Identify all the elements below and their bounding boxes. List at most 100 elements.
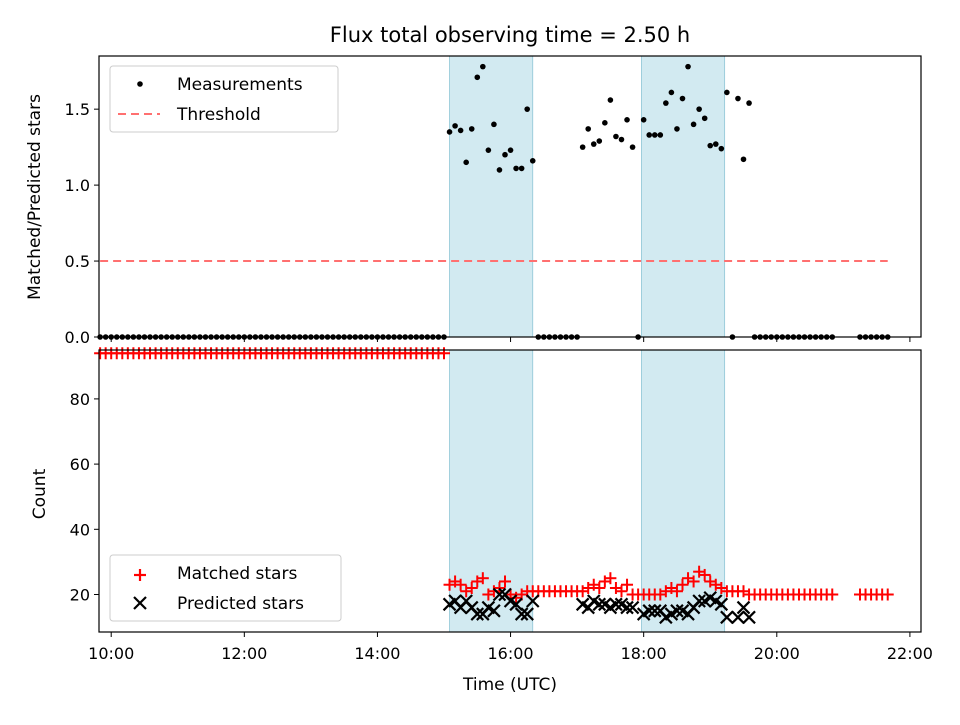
predicted-star-marker-b <box>448 594 462 608</box>
x-tick-label: 16:00 <box>487 644 533 663</box>
matched-star-point <box>826 588 839 601</box>
predicted-star-marker-b <box>525 594 540 608</box>
predicted-legend-marker <box>133 596 147 610</box>
predicted-star-marker-b <box>670 604 684 618</box>
predicted-star-marker-b <box>464 600 479 615</box>
measurement-point <box>663 100 669 106</box>
predicted-star-point <box>692 594 706 608</box>
measurement-point <box>579 144 586 150</box>
bottom-legend: Matched stars Predicted stars <box>109 554 342 622</box>
measurement-point <box>502 151 508 158</box>
measurement-point <box>613 133 619 140</box>
threshold-legend-label: Threshold <box>176 105 261 125</box>
measurement-point <box>607 97 614 103</box>
matched-legend-marker <box>134 569 146 581</box>
top-y-tick-label: 0.0 <box>65 328 90 347</box>
predicted-star-marker-b <box>703 590 718 605</box>
predicted-star-point <box>609 597 623 612</box>
bottom-y-tick-label: 80 <box>70 390 90 409</box>
measurement-point <box>696 106 702 112</box>
measurement-point <box>674 126 680 132</box>
x-tick-label: 12:00 <box>221 644 267 663</box>
measurement-point <box>624 116 630 123</box>
measurement-point <box>474 74 481 81</box>
measurement-point <box>518 165 525 172</box>
matched-stars-points <box>94 347 894 604</box>
top-x-ticks <box>110 337 911 342</box>
predicted-star-marker-b <box>481 600 496 615</box>
predicted-star-point <box>525 594 540 608</box>
measurement-point <box>646 132 653 138</box>
top-y-ticks: 0.0 0.5 1.0 1.5 <box>65 100 99 347</box>
measurement-point <box>507 147 514 153</box>
matched-star-point <box>615 585 628 598</box>
top-y-tick-label: 0.5 <box>65 252 90 271</box>
predicted-star-marker-b <box>592 597 607 612</box>
measurement-point <box>485 147 492 153</box>
measurement-point <box>712 141 719 147</box>
measurement-point <box>457 127 464 134</box>
predicted-star-marker-b <box>708 594 723 608</box>
predicted-star-point <box>470 607 485 621</box>
predicted-star-marker-b <box>470 607 485 621</box>
measurement-point <box>746 100 752 106</box>
matched-star-point <box>676 578 689 591</box>
measurement-point <box>679 95 686 102</box>
measurements-legend-label: Measurements <box>177 75 303 95</box>
predicted-star-marker-b <box>514 607 529 621</box>
measurement-point <box>491 121 497 128</box>
x-tick-label: 20:00 <box>754 644 800 663</box>
matched-legend-label: Matched stars <box>177 564 297 584</box>
bottom-x-ticks: 10:00 12:00 14:00 16:00 18:00 20:00 22:00 <box>88 632 933 663</box>
matched-star-point <box>604 572 617 585</box>
measurement-point <box>596 138 603 144</box>
top-shaded-intervals <box>449 55 726 338</box>
bottom-y-tick-label: 20 <box>70 586 90 605</box>
predicted-star-point <box>720 610 734 625</box>
measurement-point <box>701 115 708 122</box>
measurement-point <box>480 63 486 70</box>
measurement-point <box>629 144 636 150</box>
matched-star-point <box>465 581 478 594</box>
top-legend-box <box>109 65 339 133</box>
x-axis-label: Time (UTC) <box>462 675 557 695</box>
measurement-point <box>690 121 697 128</box>
x-tick-label: 22:00 <box>887 644 933 663</box>
predicted-star-marker-b <box>647 604 662 618</box>
predicted-star-point <box>742 610 756 625</box>
predicted-star-marker-b <box>520 607 534 621</box>
predicted-legend-label: Predicted stars <box>177 594 304 614</box>
bottom-panel: 20 40 60 80 10:00 12:00 14:00 16:00 18:00 20:00 2… <box>30 347 933 695</box>
matched-star-point <box>454 578 467 591</box>
predicted-star-point <box>642 604 656 618</box>
bottom-axes-frame <box>98 349 922 633</box>
predicted-star-point <box>736 600 751 615</box>
predicted-star-marker-b <box>731 610 745 625</box>
predicted-star-marker-b <box>503 594 518 608</box>
measurement-point <box>463 159 469 166</box>
predicted-star-marker-b <box>736 600 751 615</box>
predicted-star-marker-b <box>609 597 623 612</box>
predicted-star-point <box>670 604 684 618</box>
matched-star-point <box>687 575 700 588</box>
matched-star-point <box>437 347 450 360</box>
predicted-star-marker-b <box>575 597 590 612</box>
measurement-point <box>657 132 664 138</box>
top-y-tick-label: 1.0 <box>65 176 90 195</box>
predicted-star-marker-b <box>625 600 640 615</box>
measurement-point <box>446 129 453 135</box>
chart-title: Flux total observing time = 2.50 h <box>330 23 690 47</box>
bottom-legend-box <box>109 554 342 622</box>
bottom-y-tick-label: 40 <box>70 520 90 539</box>
predicted-star-marker-b <box>487 604 501 618</box>
predicted-stars-points <box>442 587 756 625</box>
measurement-point <box>707 142 714 149</box>
measurement-point <box>590 141 597 147</box>
top-y-axis-label: Matched/Predicted stars <box>25 94 45 300</box>
matched-star-point <box>493 581 506 594</box>
predicted-star-marker-b <box>653 604 668 618</box>
matched-star-point <box>698 568 711 581</box>
predicted-star-point <box>714 597 729 612</box>
x-tick-label: 18:00 <box>621 644 667 663</box>
bottom-y-axis-label: Count <box>30 468 50 519</box>
